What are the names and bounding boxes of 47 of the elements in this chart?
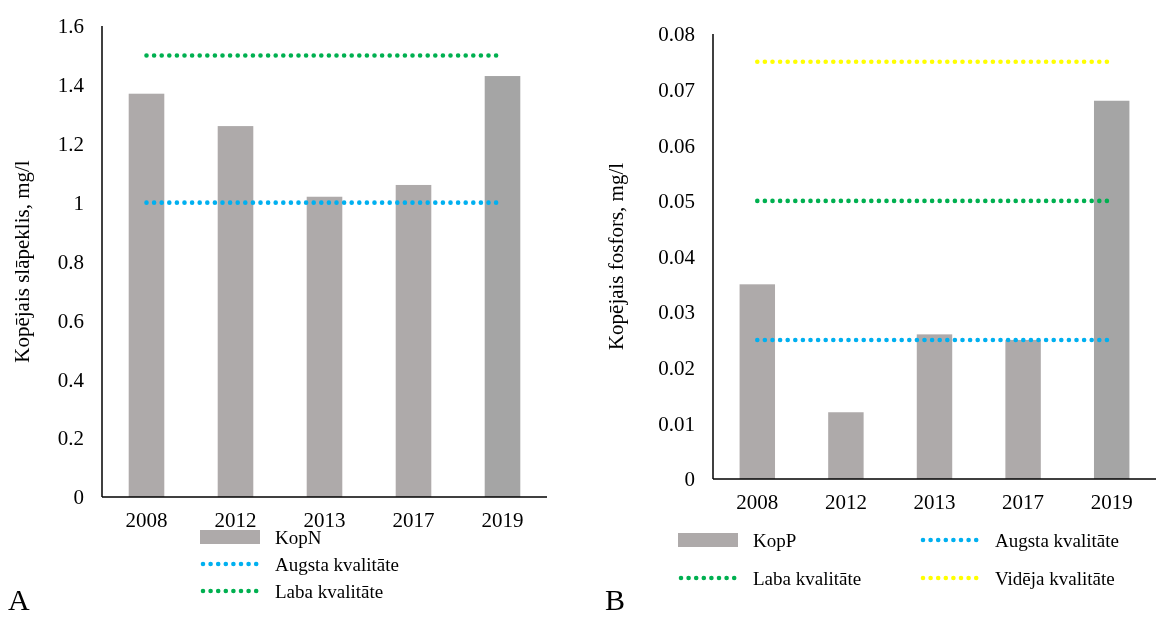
text: A: [8, 583, 30, 616]
x-tick-label: 2012: [214, 508, 257, 532]
legend-label: Laba kvalitāte: [275, 580, 384, 602]
legend-label: Augsta kvalitāte: [275, 553, 399, 575]
bar: [484, 76, 521, 497]
legend-label: Laba kvalitāte: [753, 567, 862, 589]
y-tick-label: 0.02: [658, 356, 695, 381]
x-tick-label: 2008: [125, 508, 168, 532]
y-tick-label: 0.4: [57, 367, 85, 392]
x-tick-label: 2008: [736, 490, 779, 514]
bar: [128, 93, 165, 497]
y-tick-label: 0.03: [658, 300, 695, 325]
x-tick-label: 2017: [1002, 490, 1045, 514]
x-tick-label: 2017: [392, 508, 435, 532]
bar: [395, 184, 432, 497]
bar: [828, 412, 864, 479]
y-tick-label: 0.05: [658, 189, 695, 214]
y-tick-label: 0.2: [57, 426, 84, 451]
bar: [1093, 100, 1130, 479]
bar: [306, 196, 343, 497]
legend-label: Augsta kvalitāte: [995, 529, 1119, 551]
y-tick-label: 1.2: [57, 132, 84, 157]
y-axis-title: Kopējais fosfors, mg/l: [604, 162, 629, 351]
bar: [916, 334, 953, 479]
text: B: [605, 583, 626, 616]
bar: [1005, 339, 1041, 479]
y-tick-label: 0.07: [658, 77, 695, 102]
y-tick-label: 0.04: [658, 244, 696, 269]
y-tick-label: 0.8: [57, 249, 84, 274]
x-tick-label: 2012: [824, 490, 867, 514]
bar: [217, 126, 254, 497]
y-tick-label: 0.6: [57, 308, 84, 333]
y-tick-label: 0.06: [658, 133, 695, 158]
bar: [739, 284, 776, 479]
x-tick-label: 2013: [913, 490, 956, 514]
y-tick-label: 1.4: [57, 73, 85, 98]
y-tick-label: 1: [73, 190, 84, 215]
legend-label: Vidēja kvalitāte: [995, 567, 1115, 589]
y-tick-label: 0: [684, 467, 695, 492]
legend-label: KopP: [753, 529, 797, 551]
y-tick-label: 0.08: [658, 22, 695, 47]
y-tick-label: 0.01: [658, 411, 695, 436]
y-tick-label: 0: [73, 485, 84, 510]
x-tick-label: 2019: [1090, 490, 1133, 514]
y-tick-label: 1.6: [57, 14, 84, 39]
y-axis-title: Kopējais slāpeklis, mg/l: [10, 160, 35, 363]
x-tick-label: 2019: [481, 508, 524, 532]
